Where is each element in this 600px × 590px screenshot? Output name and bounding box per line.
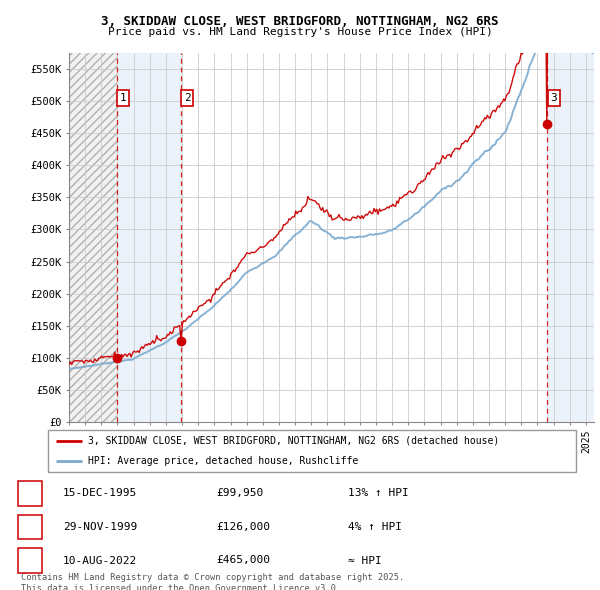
Bar xyxy=(69,53,117,422)
Bar xyxy=(117,53,181,422)
Text: 1: 1 xyxy=(120,93,127,103)
Text: ≈ HPI: ≈ HPI xyxy=(348,556,382,565)
Text: 4% ↑ HPI: 4% ↑ HPI xyxy=(348,522,402,532)
Text: 3: 3 xyxy=(550,93,557,103)
Bar xyxy=(69,53,117,422)
Bar xyxy=(547,53,594,422)
Text: 2: 2 xyxy=(184,93,190,103)
Text: 13% ↑ HPI: 13% ↑ HPI xyxy=(348,489,409,498)
Text: £126,000: £126,000 xyxy=(216,522,270,532)
Text: HPI: Average price, detached house, Rushcliffe: HPI: Average price, detached house, Rush… xyxy=(88,457,358,466)
Text: 10-AUG-2022: 10-AUG-2022 xyxy=(63,556,137,565)
Text: 29-NOV-1999: 29-NOV-1999 xyxy=(63,522,137,532)
Text: 2: 2 xyxy=(26,520,34,533)
Text: 3, SKIDDAW CLOSE, WEST BRIDGFORD, NOTTINGHAM, NG2 6RS: 3, SKIDDAW CLOSE, WEST BRIDGFORD, NOTTIN… xyxy=(101,15,499,28)
Text: 3: 3 xyxy=(26,554,34,567)
Text: 15-DEC-1995: 15-DEC-1995 xyxy=(63,489,137,498)
Text: £465,000: £465,000 xyxy=(216,556,270,565)
Text: Price paid vs. HM Land Registry's House Price Index (HPI): Price paid vs. HM Land Registry's House … xyxy=(107,27,493,37)
Text: 3, SKIDDAW CLOSE, WEST BRIDGFORD, NOTTINGHAM, NG2 6RS (detached house): 3, SKIDDAW CLOSE, WEST BRIDGFORD, NOTTIN… xyxy=(88,436,499,446)
Text: Contains HM Land Registry data © Crown copyright and database right 2025.
This d: Contains HM Land Registry data © Crown c… xyxy=(21,573,404,590)
Text: £99,950: £99,950 xyxy=(216,489,263,498)
Text: 1: 1 xyxy=(26,487,34,500)
